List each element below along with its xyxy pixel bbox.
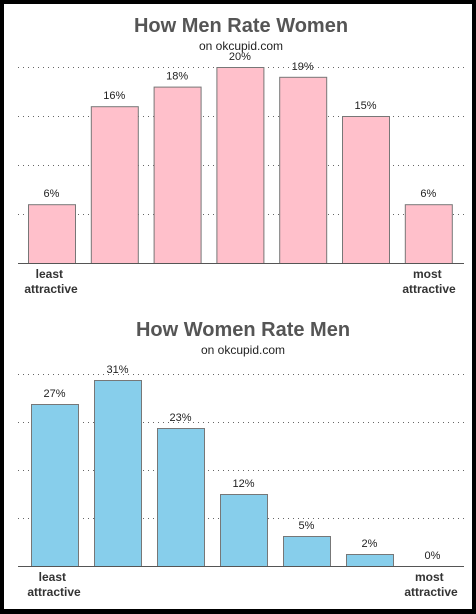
bar-value-label: 18% (166, 71, 188, 83)
bar-value-label: 2% (362, 538, 378, 550)
bar-group: 6% 16% 18% 20% 19% 15% 6% (28, 51, 453, 264)
bar (28, 204, 76, 264)
low-end-label-line2: attractive (27, 585, 81, 599)
bar-value-label: 31% (106, 364, 128, 376)
bar (31, 404, 79, 567)
bar (157, 428, 205, 567)
bar (404, 204, 453, 264)
bar-value-label: 12% (232, 478, 254, 490)
bar-value-label: 20% (229, 51, 251, 63)
bar-value-label: 0% (425, 550, 441, 562)
bar (220, 494, 268, 567)
bar-value-label: 6% (420, 188, 436, 200)
figure-frame: How Men Rate Women on okcupid.com 6% 16% 1… (4, 4, 472, 609)
high-end-label: most attractive (402, 267, 456, 296)
chart-subtitle: on okcupid.com (199, 39, 283, 53)
bar-value-label: 23% (169, 412, 191, 424)
high-end-label-line1: most (413, 267, 442, 281)
bar (342, 116, 390, 264)
low-end-label: least attractive (24, 267, 78, 296)
chart-subtitle: on okcupid.com (201, 343, 285, 357)
bar (216, 67, 265, 264)
chart-men-rate-women: How Men Rate Women on okcupid.com 6% 16% 1… (18, 15, 464, 296)
bar (283, 536, 331, 567)
high-end-label-line2: attractive (402, 282, 456, 296)
high-end-label-line2: attractive (404, 585, 458, 599)
chart-women-rate-men: How Women Rate Men on okcupid.com 27% 31%… (18, 319, 464, 599)
bar (94, 380, 142, 567)
bar (90, 106, 139, 264)
low-end-label-line1: least (36, 267, 63, 281)
figure-svg: How Men Rate Women on okcupid.com 6% 16% 1… (18, 15, 464, 599)
low-end-label-line1: least (39, 570, 66, 584)
bar-value-label: 15% (354, 100, 376, 112)
low-end-label-line2: attractive (24, 282, 78, 296)
bar-value-label: 19% (292, 61, 314, 73)
low-end-label: least attractive (27, 570, 81, 599)
chart-title: How Men Rate Women (134, 15, 348, 37)
bar (153, 86, 202, 264)
high-end-label-line1: most (415, 570, 444, 584)
high-end-label: most attractive (404, 570, 458, 599)
bar-value-label: 27% (43, 388, 65, 400)
bar (279, 76, 328, 264)
bar-value-label: 16% (103, 90, 125, 102)
bar-group: 27% 31% 23% 12% 5% 2% 0% (31, 364, 441, 567)
bar-value-label: 6% (44, 188, 60, 200)
bar (346, 554, 394, 567)
bar-value-label: 5% (299, 520, 315, 532)
chart-title: How Women Rate Men (136, 319, 350, 341)
